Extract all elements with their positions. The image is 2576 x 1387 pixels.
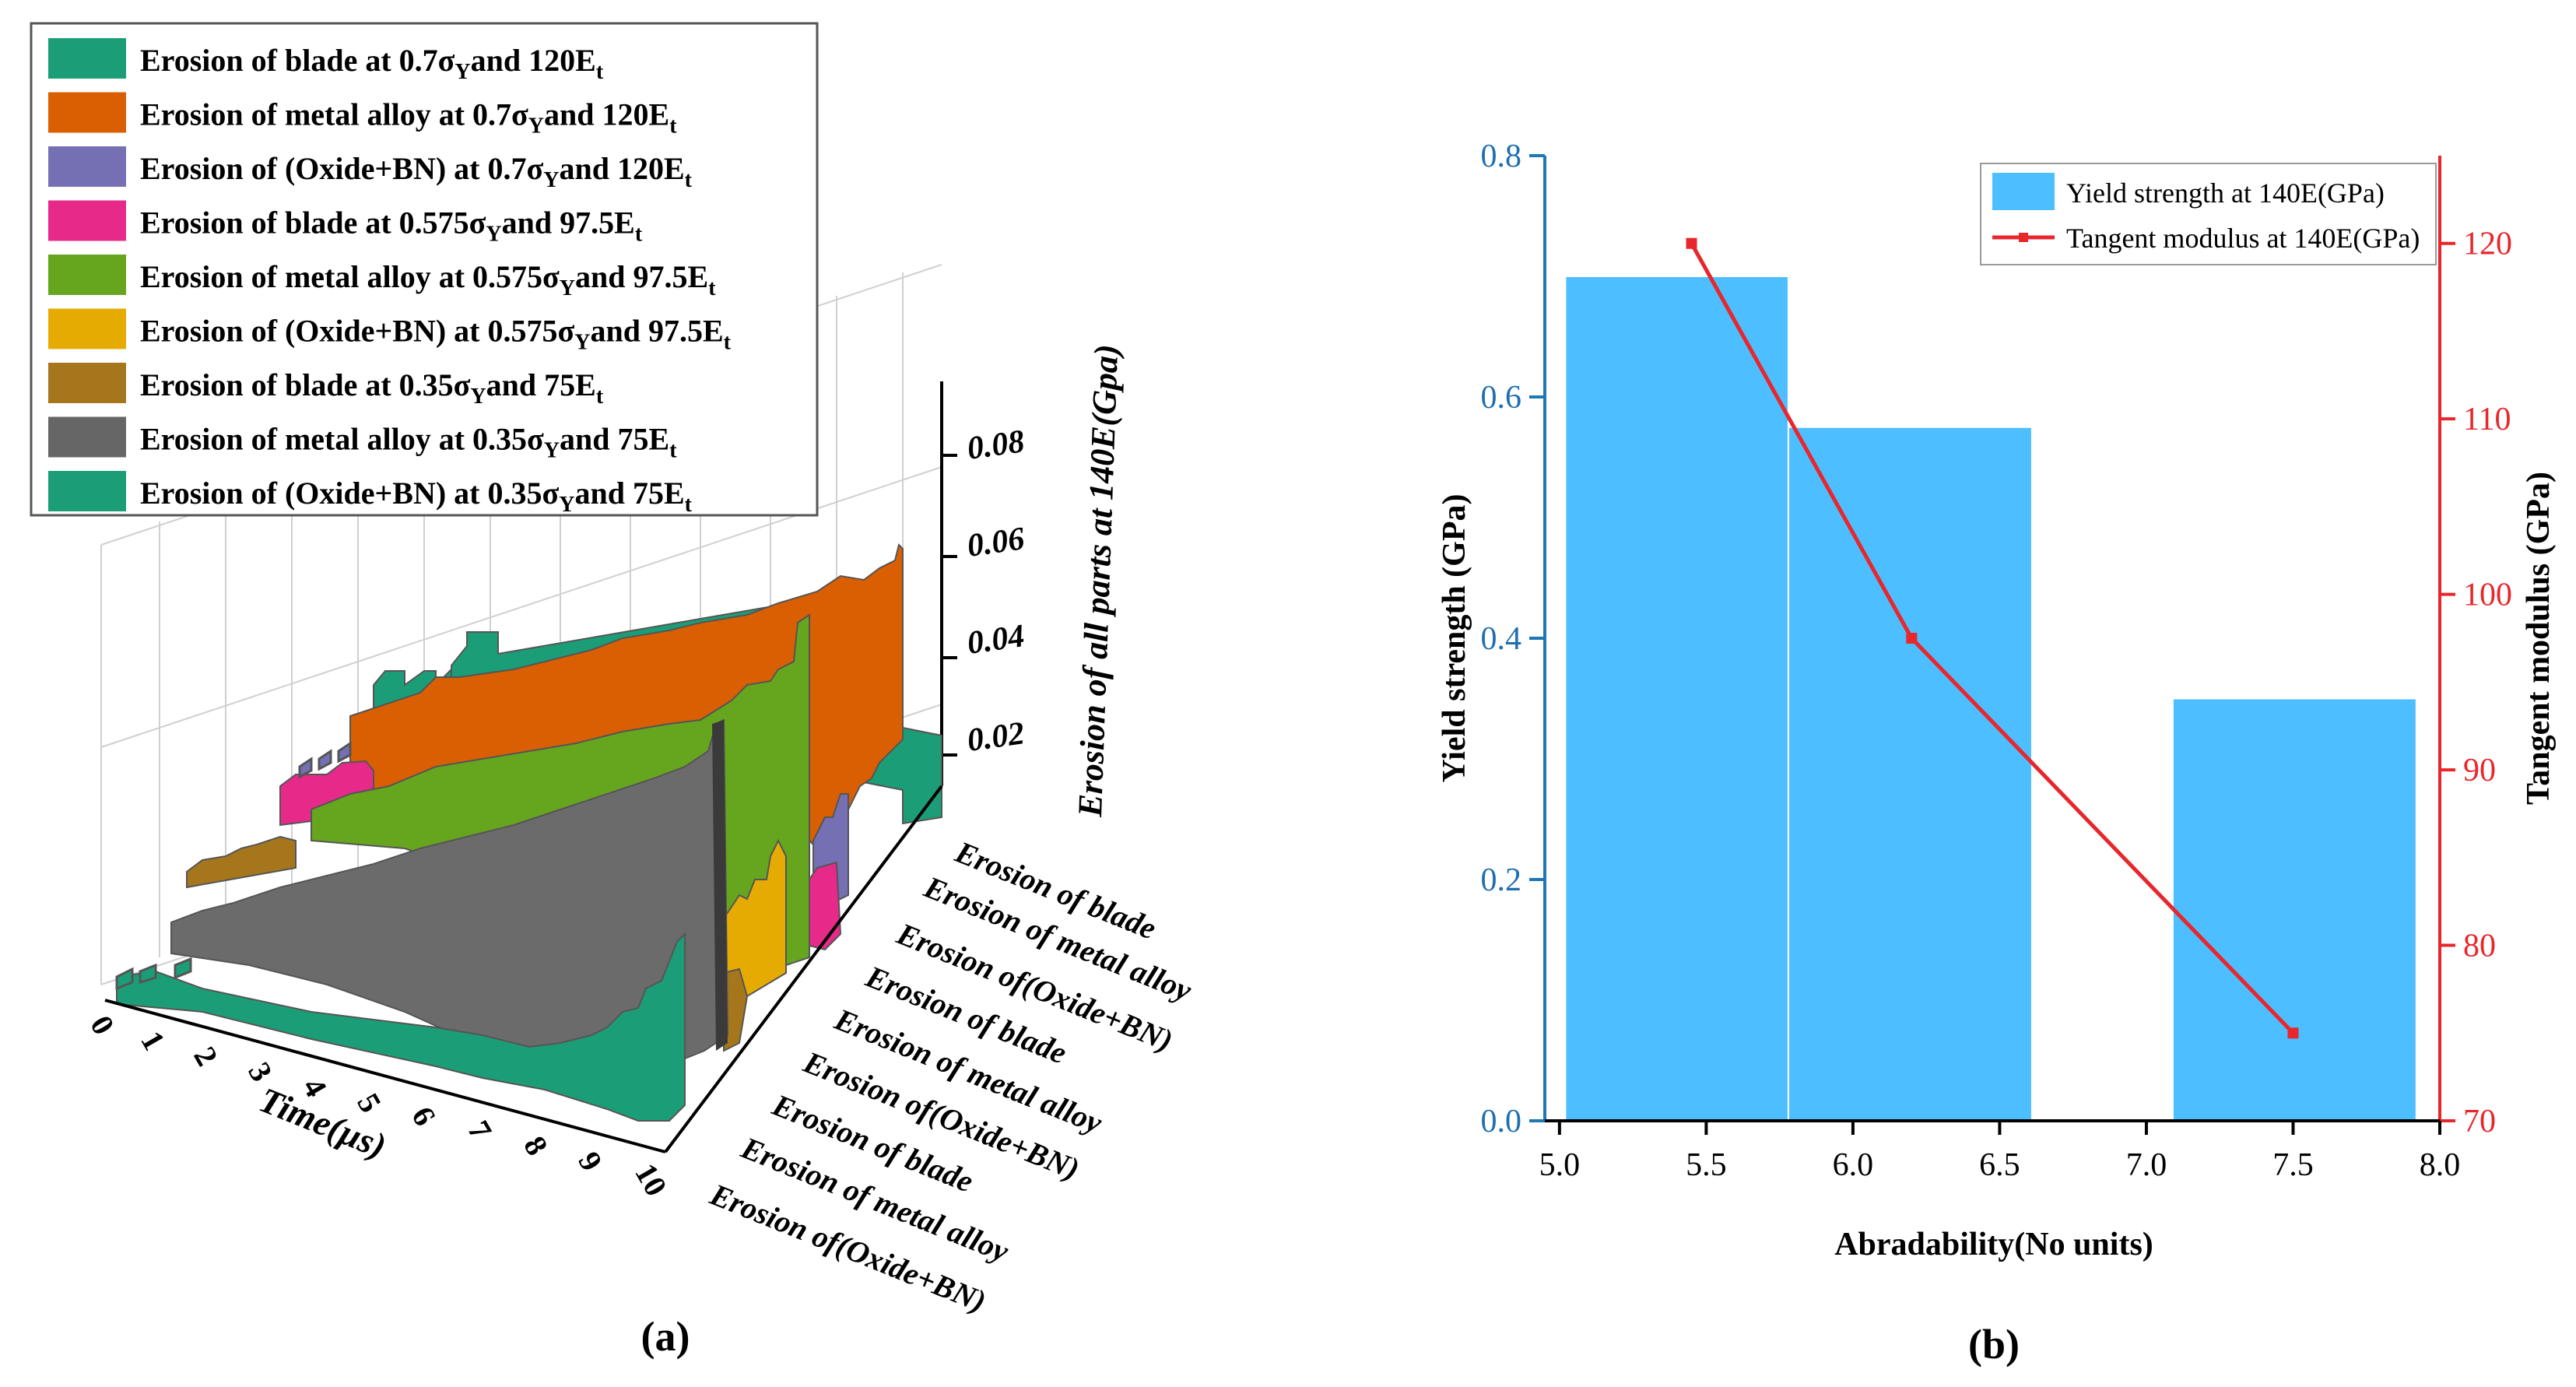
- x-ticks: 5.0 5.5 6.0 6.5 7.0 7.5 8.0: [1539, 1121, 2461, 1183]
- legend-swatch: [48, 363, 126, 403]
- y2-tick-label: 70: [2463, 1104, 2496, 1139]
- legend-swatch: [48, 255, 126, 295]
- z-tick-label: 0.04: [965, 618, 1027, 662]
- legend-entry: Erosion of blade at 0.575σYand 97.5Et: [140, 205, 643, 247]
- legend-swatch: [48, 308, 126, 349]
- line-point-2: [2287, 1027, 2299, 1039]
- legend-swatch: [48, 200, 126, 241]
- legend-bar-label: Yield strength at 140E(GPa): [2066, 177, 2385, 209]
- line-point-0: [1686, 237, 1697, 249]
- z-tick-label: 0.02: [965, 715, 1027, 759]
- legend-entry: Erosion of metal alloy at 0.7σYand 120Et: [140, 97, 677, 139]
- x-tick-label: 5.0: [1539, 1147, 1581, 1183]
- z-axis-title: Erosion of all parts at 140E(Gpa): [1071, 343, 1125, 818]
- time-tick-label: 0: [83, 1010, 121, 1041]
- bars-group: [1564, 276, 2417, 1122]
- y2-tick-label: 90: [2463, 753, 2496, 788]
- y2-tick-label: 110: [2463, 402, 2511, 437]
- line-group: [1686, 237, 2299, 1039]
- legend-swatch: [48, 471, 126, 511]
- bar-1: [1787, 426, 2033, 1122]
- legend-entry: Erosion of blade at 0.35σYand 75Et: [140, 367, 604, 409]
- time-tick-label: 5: [350, 1087, 388, 1118]
- legend-entry: Erosion of metal alloy at 0.35σYand 75Et: [140, 422, 677, 463]
- z-tick-label: 0.08: [965, 423, 1027, 467]
- y-tick-label: 0.0: [1481, 1104, 1522, 1139]
- time-tick-label: 8: [517, 1130, 555, 1161]
- series-ribbons: [115, 543, 942, 1122]
- y2-axis-title: Tangent modulus (GPa): [2521, 472, 2557, 805]
- y2-tick-label: 80: [2463, 929, 2496, 964]
- z-tick-labels: 0.02 0.04 0.06 0.08: [965, 423, 1027, 759]
- x-tick-label: 6.0: [1833, 1147, 1874, 1183]
- bar-2: [2171, 697, 2417, 1122]
- y-tick-label: 0.4: [1481, 621, 1522, 657]
- panel-a-3d-chart: 0.02 0.04 0.06 0.08 Erosion of all parts…: [30, 22, 1197, 1360]
- x-axis-title: Abradability(No units): [1834, 1227, 2153, 1262]
- time-tick-label: 1: [134, 1025, 172, 1056]
- bar-0: [1564, 276, 1789, 1122]
- legend-line-label: Tangent modulus at 140E(GPa): [2066, 223, 2420, 254]
- y-tick-label: 0.8: [1481, 139, 1522, 174]
- z-axis: [940, 381, 957, 786]
- y-axis-title: Yield strength (GPa): [1437, 494, 1472, 783]
- x-tick-label: 8.0: [2420, 1147, 2461, 1183]
- y2-tick-label: 120: [2463, 226, 2512, 262]
- x-tick-label: 5.5: [1686, 1147, 1727, 1183]
- y-tick-label: 0.2: [1481, 862, 1522, 898]
- time-tick-label: 10: [628, 1157, 674, 1202]
- ribbon-oxide-0.35: [116, 932, 686, 1122]
- z-tick-label: 0.06: [965, 521, 1027, 564]
- ribbon-blade-0.35: [186, 835, 297, 889]
- x-tick-label: 7.0: [2126, 1147, 2167, 1183]
- time-axis: [104, 785, 943, 1153]
- panel-b-label: (b): [1968, 1321, 2020, 1368]
- y-tick-label: 0.6: [1481, 380, 1522, 416]
- x-tick-label: 7.5: [2272, 1147, 2314, 1183]
- y-ticks: 0.0 0.2 0.4 0.6 0.8: [1481, 139, 1545, 1139]
- panel-b-chart: 0.0 0.2 0.4 0.6 0.8 70 80 90 100 110 120 5.0 5.5 6.…: [1437, 139, 2557, 1368]
- legend-swatch: [48, 38, 126, 79]
- panel-b-legend: Yield strength at 140E(GPa) Tangent modu…: [1980, 163, 2437, 265]
- legend-bar-swatch: [1992, 173, 2055, 210]
- legend-entry: Erosion of metal alloy at 0.575σYand 97.…: [140, 259, 716, 300]
- y2-ticks: 70 80 90 100 110 120: [2440, 226, 2512, 1139]
- legend-swatch: [48, 92, 126, 133]
- line-point-1: [1906, 633, 1918, 644]
- legend-swatch: [48, 146, 126, 187]
- x-tick-label: 6.5: [1979, 1147, 2020, 1183]
- legend-entry: Erosion of (Oxide+BN) at 0.35σYand 75Et: [140, 476, 693, 517]
- time-tick-label: 7: [461, 1115, 499, 1146]
- legend-entry: Erosion of (Oxide+BN) at 0.7σYand 120Et: [140, 151, 693, 192]
- y2-tick-label: 100: [2463, 578, 2512, 613]
- legend-entry: Erosion of blade at 0.7σYand 120Et: [140, 43, 604, 84]
- legend-entry: Erosion of (Oxide+BN) at 0.575σYand 97.5…: [140, 314, 732, 355]
- panel-a-label: (a): [641, 1313, 690, 1360]
- legend-swatch: [48, 416, 126, 458]
- time-tick-label: 6: [405, 1101, 443, 1132]
- panel-a-legend: Erosion of blade at 0.7σYand 120Et Erosio…: [30, 22, 819, 517]
- time-tick-label: 9: [571, 1146, 609, 1177]
- time-tick-label: 2: [187, 1041, 225, 1072]
